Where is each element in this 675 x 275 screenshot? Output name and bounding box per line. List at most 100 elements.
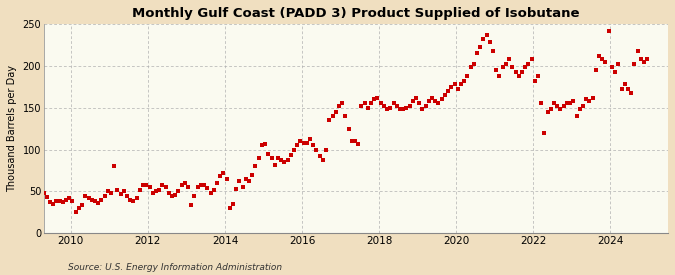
Point (86, 197, 97, 202)
Point (282, 157, 293, 162)
Point (224, 206, 235, 210)
Point (475, 45, 485, 50)
Point (205, 191, 216, 195)
Point (587, 95, 598, 100)
Point (379, 104, 389, 108)
Point (183, 185, 194, 189)
Point (468, 62, 479, 66)
Point (77, 203, 88, 207)
Point (478, 37, 489, 41)
Point (57, 200, 68, 205)
Point (80, 193, 90, 198)
Point (273, 156, 284, 160)
Point (266, 156, 277, 160)
Point (231, 187, 242, 191)
Point (449, 82, 460, 86)
Point (388, 101, 399, 106)
Point (423, 99, 434, 103)
Point (315, 154, 325, 158)
Point (196, 183, 207, 187)
Point (118, 189, 129, 194)
Point (163, 191, 174, 195)
Point (317, 157, 328, 162)
Point (430, 99, 441, 103)
Point (539, 131, 550, 135)
Point (600, 59, 611, 64)
Point (565, 101, 576, 106)
Point (189, 194, 200, 199)
Point (147, 191, 158, 195)
Point (218, 171, 229, 175)
Point (192, 185, 203, 189)
Point (99, 193, 110, 198)
Point (35, 192, 46, 196)
Point (456, 82, 466, 86)
Point (48, 202, 59, 206)
Point (286, 153, 296, 158)
Point (227, 202, 238, 206)
Point (295, 139, 306, 143)
Point (520, 65, 531, 70)
Point (571, 114, 582, 118)
Point (382, 107, 393, 112)
Point (362, 105, 373, 110)
Point (122, 193, 132, 198)
Point (67, 199, 78, 204)
Text: Source: U.S. Energy Information Administration: Source: U.S. Energy Information Administ… (68, 263, 281, 272)
Point (350, 139, 360, 143)
Point (70, 209, 81, 214)
Point (558, 104, 569, 108)
Point (504, 57, 514, 61)
Point (404, 104, 415, 108)
Point (234, 179, 245, 183)
Point (92, 201, 103, 205)
Point (591, 68, 601, 72)
Point (372, 95, 383, 100)
Point (250, 164, 261, 169)
Point (459, 79, 470, 83)
Point (465, 65, 476, 70)
Point (298, 141, 309, 145)
Point (622, 87, 633, 91)
Point (542, 110, 553, 114)
Point (337, 101, 348, 106)
Point (395, 107, 406, 112)
Point (398, 107, 408, 112)
Point (244, 179, 254, 183)
Point (606, 65, 617, 70)
Point (526, 57, 537, 61)
Point (167, 194, 178, 199)
Point (485, 40, 495, 45)
Point (536, 101, 547, 106)
Point (176, 183, 187, 187)
Point (157, 183, 168, 187)
Point (603, 28, 614, 33)
Point (433, 101, 444, 106)
Point (487, 48, 498, 53)
Point (333, 104, 344, 108)
Point (507, 65, 518, 70)
Y-axis label: Thousand Barrels per Day: Thousand Barrels per Day (7, 65, 17, 192)
Point (215, 174, 225, 178)
Point (61, 197, 72, 202)
Point (327, 114, 338, 118)
Point (103, 189, 113, 194)
Point (375, 101, 386, 106)
Point (180, 181, 190, 185)
Title: Monthly Gulf Coast (PADD 3) Product Supplied of Isobutane: Monthly Gulf Coast (PADD 3) Product Supp… (132, 7, 580, 20)
Point (186, 203, 196, 207)
Point (240, 177, 251, 181)
Point (321, 147, 331, 152)
Point (523, 62, 534, 66)
Point (253, 156, 264, 160)
Point (410, 95, 421, 100)
Point (514, 74, 524, 78)
Point (302, 141, 313, 145)
Point (173, 189, 184, 194)
Point (64, 196, 75, 200)
Point (408, 99, 418, 103)
Point (533, 74, 543, 78)
Point (613, 62, 624, 66)
Point (481, 32, 492, 37)
Point (549, 101, 560, 106)
